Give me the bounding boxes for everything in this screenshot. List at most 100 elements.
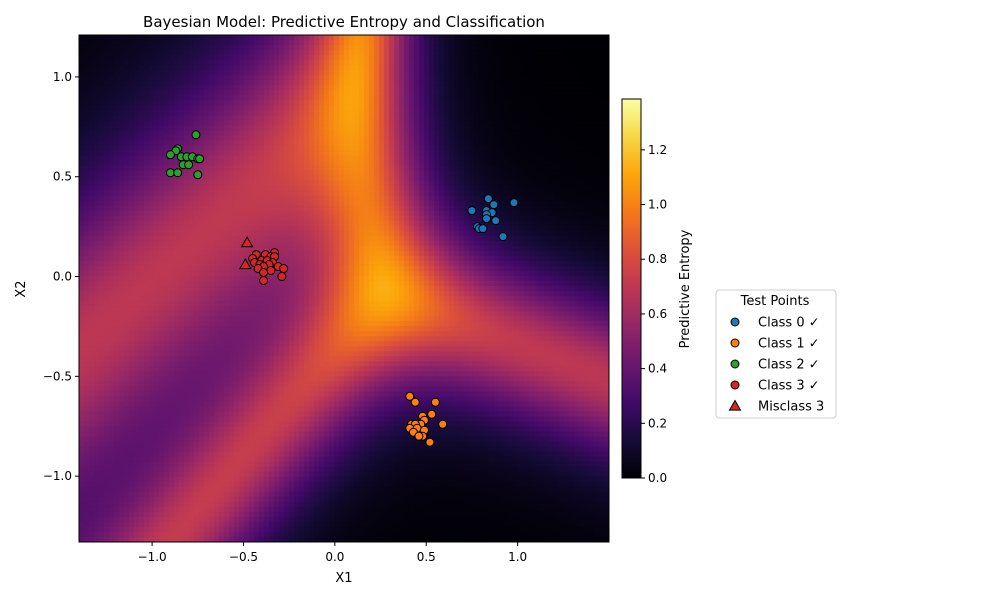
heatmap-cell bbox=[279, 215, 285, 222]
heatmap-cell bbox=[374, 245, 380, 252]
heatmap-cell bbox=[94, 260, 100, 267]
heatmap-cell bbox=[529, 190, 535, 197]
heatmap-cell bbox=[509, 55, 515, 61]
heatmap-cell bbox=[344, 260, 350, 267]
heatmap-cell bbox=[184, 120, 190, 126]
heatmap-cell bbox=[494, 230, 500, 237]
heatmap-cell bbox=[489, 260, 495, 267]
heatmap-cell bbox=[174, 210, 180, 217]
heatmap-cell bbox=[394, 115, 400, 121]
heatmap-cell bbox=[219, 135, 225, 142]
heatmap-cell bbox=[464, 185, 470, 192]
heatmap-cell bbox=[239, 245, 245, 252]
heatmap-cell bbox=[149, 245, 155, 252]
heatmap-cell bbox=[569, 215, 575, 222]
heatmap-cell bbox=[579, 145, 585, 152]
heatmap-cell bbox=[394, 185, 400, 192]
heatmap-cell bbox=[314, 135, 320, 142]
heatmap-cell bbox=[84, 170, 90, 177]
heatmap-cell bbox=[294, 210, 300, 217]
heatmap-cell bbox=[144, 125, 150, 131]
heatmap-cell bbox=[409, 155, 415, 162]
heatmap-cell bbox=[349, 190, 355, 197]
heatmap-cell bbox=[174, 40, 180, 46]
heatmap-cell bbox=[219, 90, 225, 96]
heatmap-cell bbox=[519, 245, 525, 252]
heatmap-cell bbox=[124, 140, 130, 147]
heatmap-cell bbox=[349, 90, 355, 96]
heatmap-cell bbox=[314, 110, 320, 116]
heatmap-cell bbox=[519, 65, 525, 71]
heatmap-cell bbox=[239, 250, 245, 257]
heatmap-cell bbox=[369, 210, 375, 217]
heatmap-cell bbox=[339, 175, 345, 182]
heatmap-cell bbox=[474, 150, 480, 157]
heatmap-cell bbox=[474, 40, 480, 46]
heatmap-cell bbox=[344, 140, 350, 147]
heatmap-cell bbox=[149, 190, 155, 197]
heatmap-cell bbox=[284, 235, 290, 242]
heatmap-cell bbox=[244, 185, 250, 192]
heatmap-cell bbox=[329, 55, 335, 61]
heatmap-cell bbox=[439, 185, 445, 192]
heatmap-cell bbox=[114, 60, 120, 66]
heatmap-cell bbox=[569, 190, 575, 197]
heatmap-cell bbox=[174, 55, 180, 61]
heatmap-cell bbox=[554, 145, 560, 152]
heatmap-cell bbox=[434, 120, 440, 126]
heatmap-cell bbox=[409, 100, 415, 106]
heatmap-cell bbox=[279, 160, 285, 167]
heatmap-cell bbox=[274, 35, 280, 41]
heatmap-cell bbox=[509, 215, 515, 222]
heatmap-cell bbox=[129, 235, 135, 242]
heatmap-cell bbox=[124, 145, 130, 152]
heatmap-cell bbox=[589, 185, 595, 192]
heatmap-cell bbox=[314, 155, 320, 162]
heatmap-cell bbox=[584, 255, 590, 262]
heatmap-cell bbox=[139, 95, 145, 101]
heatmap-cell bbox=[404, 95, 410, 101]
heatmap-cell bbox=[249, 85, 255, 91]
heatmap-cell bbox=[389, 50, 395, 56]
heatmap-cell bbox=[594, 130, 600, 136]
heatmap-cell bbox=[569, 60, 575, 66]
heatmap-cell bbox=[499, 215, 505, 222]
heatmap-cell bbox=[359, 245, 365, 252]
heatmap-cell bbox=[289, 75, 295, 81]
heatmap-cell bbox=[314, 255, 320, 262]
heatmap-cell bbox=[454, 175, 460, 182]
heatmap-cell bbox=[544, 160, 550, 167]
heatmap-cell bbox=[389, 255, 395, 262]
heatmap-cell bbox=[234, 185, 240, 192]
heatmap-cell bbox=[309, 65, 315, 71]
heatmap-cell bbox=[229, 100, 235, 106]
heatmap-cell bbox=[349, 95, 355, 101]
heatmap-cell bbox=[199, 70, 205, 76]
heatmap-cell bbox=[239, 60, 245, 66]
heatmap-cell bbox=[259, 230, 265, 237]
heatmap-cell bbox=[154, 190, 160, 197]
heatmap-cell bbox=[289, 110, 295, 116]
heatmap-cell bbox=[89, 45, 95, 51]
heatmap-cell bbox=[294, 55, 300, 61]
heatmap-cell bbox=[229, 255, 235, 262]
heatmap-cell bbox=[404, 100, 410, 106]
heatmap-cell bbox=[349, 45, 355, 51]
heatmap-cell bbox=[244, 170, 250, 177]
heatmap-cell bbox=[314, 245, 320, 252]
heatmap-cell bbox=[524, 55, 530, 61]
heatmap-cell bbox=[564, 140, 570, 147]
heatmap-cell bbox=[579, 85, 585, 91]
heatmap-cell bbox=[124, 270, 130, 277]
heatmap-cell bbox=[454, 165, 460, 172]
heatmap-cell bbox=[489, 40, 495, 46]
heatmap-cell bbox=[469, 105, 475, 111]
heatmap-cell bbox=[464, 125, 470, 131]
heatmap-cell bbox=[114, 255, 120, 262]
heatmap-cell bbox=[114, 140, 120, 147]
heatmap-cell bbox=[119, 125, 125, 131]
heatmap-cell bbox=[304, 210, 310, 217]
heatmap-cell bbox=[294, 255, 300, 262]
heatmap-cell bbox=[524, 265, 530, 272]
heatmap-cell bbox=[234, 150, 240, 157]
